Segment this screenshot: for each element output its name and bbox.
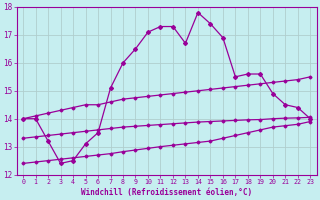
X-axis label: Windchill (Refroidissement éolien,°C): Windchill (Refroidissement éolien,°C) [81,188,252,197]
